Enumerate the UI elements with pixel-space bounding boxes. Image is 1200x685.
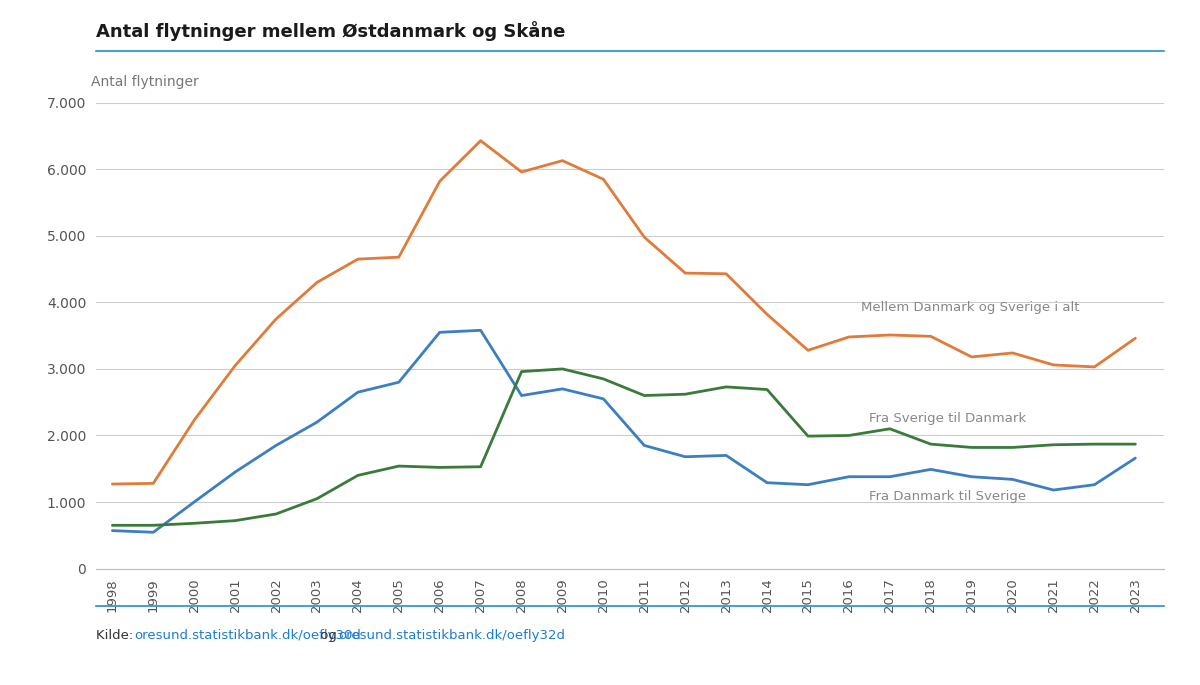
Text: Fra Sverige til Danmark: Fra Sverige til Danmark — [869, 412, 1026, 425]
Text: oresund.statistikbank.dk/oefly30d: oresund.statistikbank.dk/oefly30d — [134, 630, 361, 642]
Text: Antal flytninger mellem Østdanmark og Skåne: Antal flytninger mellem Østdanmark og Sk… — [96, 21, 565, 40]
Text: Kilde:: Kilde: — [96, 630, 138, 642]
Text: og: og — [316, 630, 341, 642]
Text: Antal flytninger: Antal flytninger — [91, 75, 198, 89]
Text: Fra Danmark til Sverige: Fra Danmark til Sverige — [869, 490, 1026, 503]
Text: oresund.statistikbank.dk/oefly32d: oresund.statistikbank.dk/oefly32d — [338, 630, 565, 642]
Text: Mellem Danmark og Sverige i alt: Mellem Danmark og Sverige i alt — [862, 301, 1080, 314]
